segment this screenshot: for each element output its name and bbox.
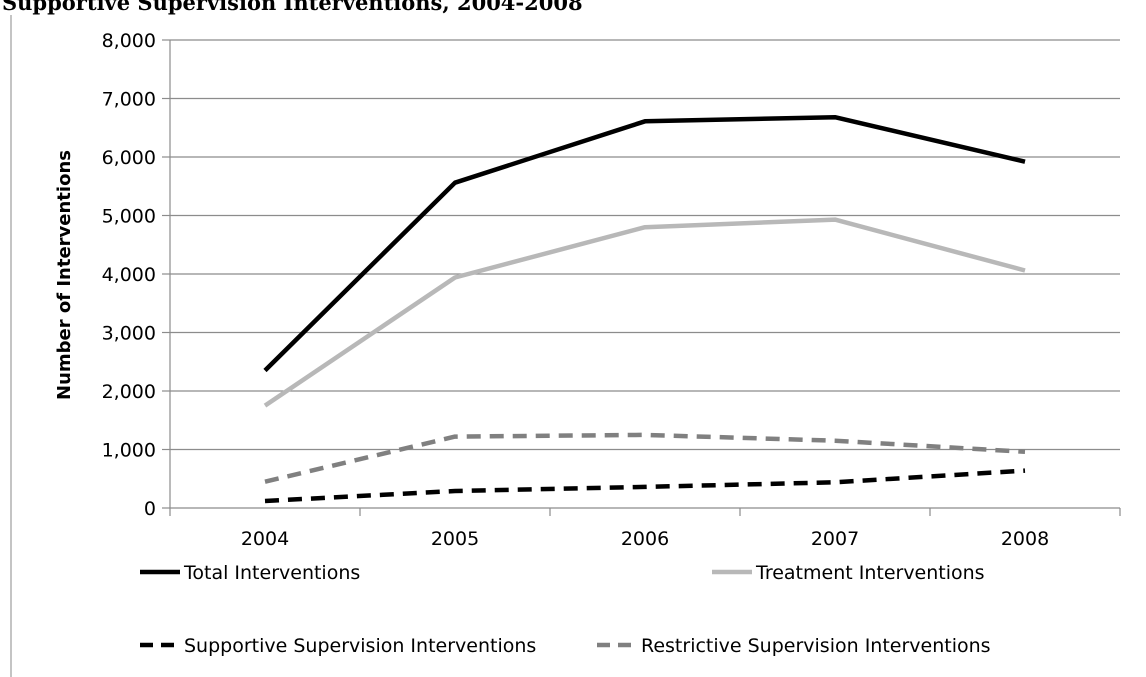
x-tick-label: 2007 xyxy=(811,528,859,550)
gridlines xyxy=(170,39,1120,451)
y-tick-label: 3,000 xyxy=(102,323,156,345)
series-lines xyxy=(263,114,1026,504)
series-line-3 xyxy=(264,468,1026,504)
y-tick-label: 1,000 xyxy=(102,440,156,462)
series-line-1 xyxy=(263,114,1026,373)
y-tick-label: 7,000 xyxy=(102,89,156,111)
y-tick-label: 6,000 xyxy=(102,147,156,169)
legend-label: Total Interventions xyxy=(183,562,360,584)
chart-title: Supportive Supervision Interventions, 20… xyxy=(2,0,583,15)
legend-label: Supportive Supervision Interventions xyxy=(184,635,536,657)
x-tick-label: 2006 xyxy=(621,528,669,550)
series-line-2 xyxy=(263,217,1026,408)
legend: Total Interventions Treatment Interventio… xyxy=(140,562,991,657)
y-tick-label: 8,000 xyxy=(102,30,156,52)
x-tick-label: 2008 xyxy=(1001,528,1049,550)
legend-label: Treatment Interventions xyxy=(755,562,985,584)
series-line-4 xyxy=(264,432,1026,484)
y-tick-label: 2,000 xyxy=(102,381,156,403)
legend-label: Restrictive Supervision Interventions xyxy=(641,635,991,657)
y-tick-label: 5,000 xyxy=(102,206,156,228)
axes xyxy=(162,39,1121,516)
y-tick-label: 4,000 xyxy=(102,264,156,286)
y-tick-label: 0 xyxy=(144,498,156,520)
y-axis-title: Number of Interventions xyxy=(54,150,75,400)
x-tick-labels: 2004 2005 2006 2007 2008 xyxy=(241,528,1049,550)
x-tick-label: 2005 xyxy=(431,528,479,550)
x-tick-label: 2004 xyxy=(241,528,289,550)
y-tick-labels: 0 1,000 2,000 3,000 4,000 5,000 6,000 7,000 8,00… xyxy=(102,30,156,520)
